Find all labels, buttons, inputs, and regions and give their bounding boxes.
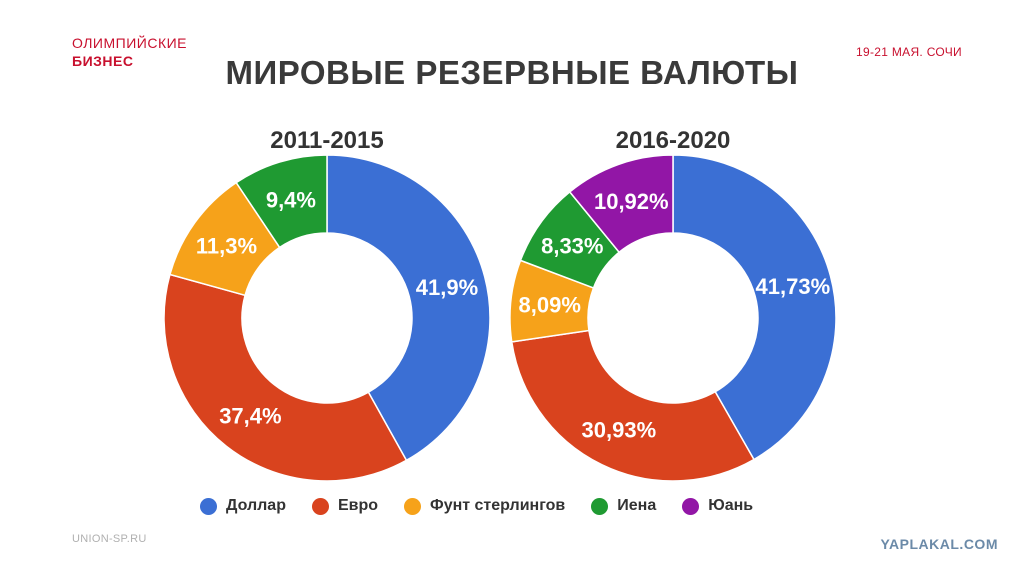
slice-label: 41,73% bbox=[756, 274, 831, 299]
chart-legend: Доллар Евро Фунт стерлингов Иена Юань bbox=[200, 497, 753, 515]
page-title: МИРОВЫЕ РЕЗЕРВНЫЕ ВАЛЮТЫ bbox=[225, 54, 799, 91]
slice-label: 37,4% bbox=[219, 403, 281, 428]
legend-item-pound: Фунт стерлингов bbox=[404, 497, 565, 515]
slice-label: 10,92% bbox=[594, 189, 669, 214]
brand-logo: ОЛИМПИЙСКИЕ БИЗНЕС bbox=[72, 34, 187, 70]
legend-swatch bbox=[591, 497, 609, 515]
slice-label: 30,93% bbox=[582, 418, 657, 443]
chart-title: 2011-2015 bbox=[270, 127, 383, 154]
event-date: 19-21 МАЯ. СОЧИ bbox=[856, 45, 962, 59]
donut-slice bbox=[326, 154, 491, 462]
donut-slice bbox=[510, 329, 755, 482]
slice-label: 41,9% bbox=[416, 275, 478, 300]
legend-label: Иена bbox=[617, 497, 657, 514]
footer-site: UNION-SP.RU bbox=[72, 533, 147, 545]
donut-slice bbox=[163, 273, 408, 482]
legend-item-dollar: Доллар bbox=[200, 497, 286, 515]
legend-label: Юань bbox=[708, 497, 754, 514]
slice-label: 9,4% bbox=[266, 187, 316, 212]
donut-chart-2011-2015: 2011-2015 41,9% 37,4% 11,3% 9,4% bbox=[163, 127, 491, 482]
legend-label: Фунт стерлингов bbox=[430, 497, 566, 514]
watermark: YAPLAKAL.COM bbox=[880, 536, 998, 552]
brand-line-2: БИЗНЕС bbox=[72, 53, 134, 69]
donut-slice bbox=[568, 154, 674, 254]
chart-title: 2016-2020 bbox=[616, 127, 731, 154]
legend-swatch bbox=[200, 497, 217, 515]
legend-label: Доллар bbox=[226, 497, 286, 514]
legend-item-yuan: Юань bbox=[682, 497, 753, 515]
legend-swatch bbox=[682, 497, 700, 515]
slice-label: 8,33% bbox=[541, 234, 603, 259]
legend-swatch bbox=[311, 497, 329, 515]
slice-label: 8,09% bbox=[519, 293, 581, 318]
legend-item-yen: Иена bbox=[591, 497, 656, 515]
legend-swatch bbox=[404, 497, 422, 515]
donut-slice bbox=[235, 154, 328, 249]
donut-chart-2016-2020: 2016-2020 41,73% 30,93% 8,09% 8,33% 10,92% bbox=[509, 127, 837, 482]
brand-line-1: ОЛИМПИЙСКИЕ bbox=[72, 35, 187, 51]
legend-item-euro: Евро bbox=[311, 497, 379, 515]
donut-slice bbox=[672, 154, 837, 461]
legend-label: Евро bbox=[337, 497, 379, 514]
slice-label: 11,3% bbox=[196, 233, 257, 258]
